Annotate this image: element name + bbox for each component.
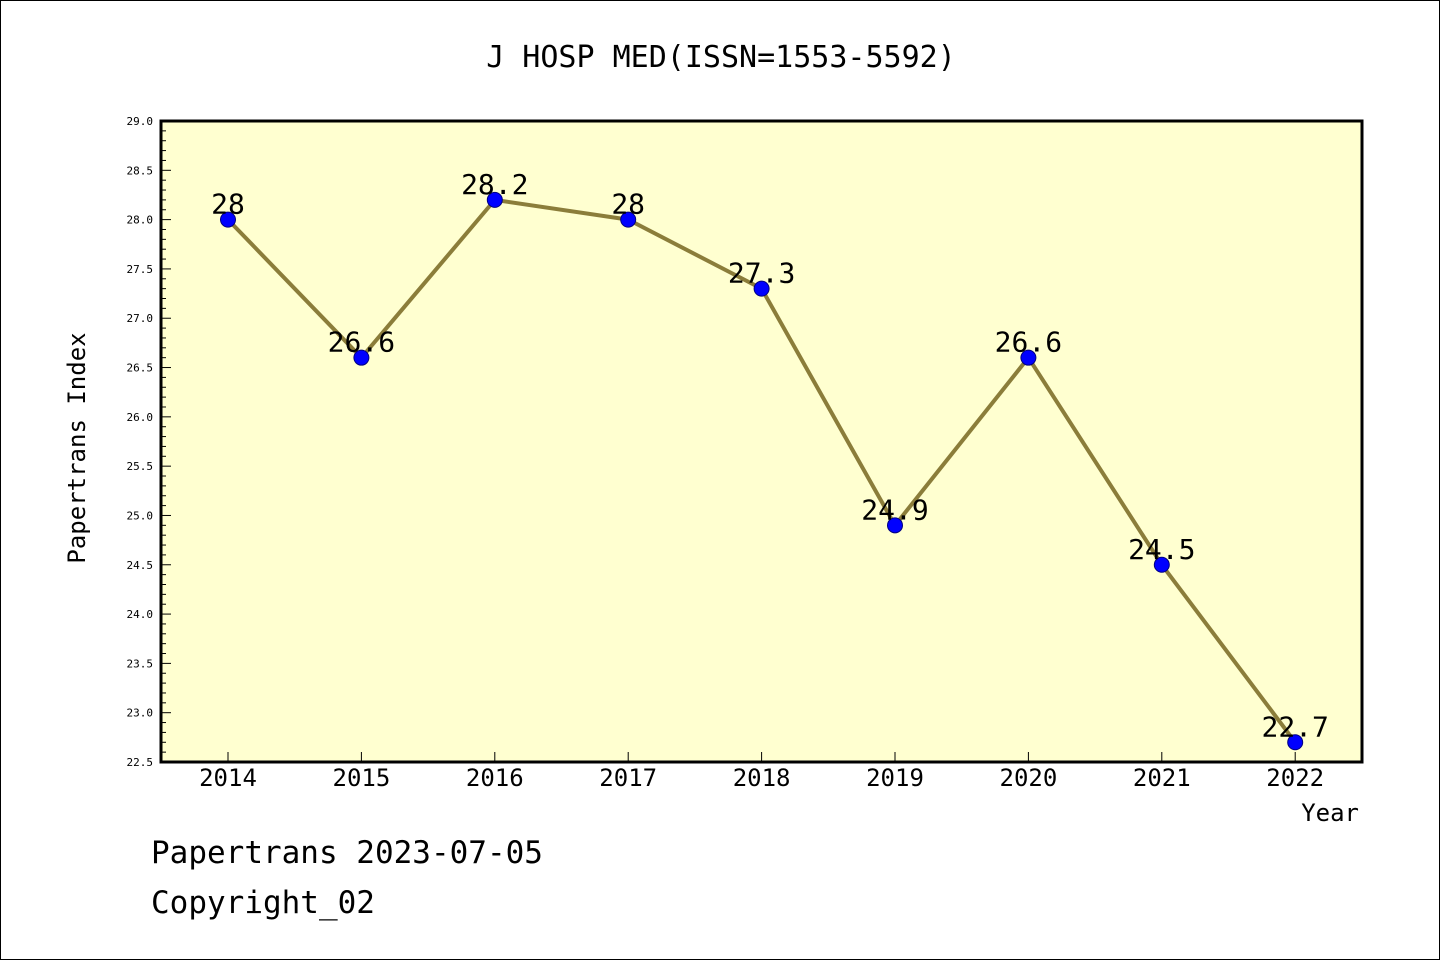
data-point: [887, 517, 903, 534]
y-tick-label: 24.5: [127, 559, 154, 572]
series-group: 28 26.6 28.2 28 27.3 24.9 26.6 24.5 22.7: [211, 168, 1329, 751]
y-tick-label: 26.5: [127, 362, 154, 375]
data-label: 28: [211, 188, 245, 221]
x-tick-label: 2016: [466, 764, 524, 792]
data-label: 26.6: [328, 326, 395, 359]
y-tick-label: 22.5: [127, 756, 154, 769]
y-tick-label: 26.0: [127, 411, 154, 424]
y-tick-label: 23.0: [127, 707, 154, 720]
y-tick-label: 25.0: [127, 509, 154, 522]
chart-title: J HOSP MED(ISSN=1553-5592): [486, 40, 956, 75]
data-point: [220, 211, 236, 228]
y-axis-label: Papertrans Index: [63, 332, 91, 563]
x-tick-label: 2020: [1000, 764, 1058, 792]
y-tick-label: 24.0: [127, 608, 154, 621]
data-label: 28: [611, 188, 645, 221]
data-label: 27.3: [728, 257, 795, 290]
x-tick-label: 2022: [1266, 764, 1324, 792]
y-axis: 22.5 23.0 23.5 24.0 24.5 25.0 25.5 26.0 26.5 27.0…: [127, 115, 171, 769]
y-tick-label: 25.5: [127, 460, 154, 473]
x-tick-label: 2017: [599, 764, 657, 792]
footer-date: Papertrans 2023-07-05: [151, 835, 543, 871]
y-tick-label: 27.5: [127, 263, 154, 276]
y-tick-label: 23.5: [127, 657, 154, 670]
data-label: 24.9: [861, 493, 928, 526]
x-tick-label: 2018: [733, 764, 791, 792]
y-tick-label: 27.0: [127, 312, 154, 325]
footer-copyright: Copyright_02: [151, 885, 375, 921]
data-label: 28.2: [461, 168, 528, 201]
data-label: 24.5: [1128, 533, 1195, 566]
data-point: [753, 280, 770, 297]
data-point: [353, 349, 370, 366]
x-tick-label: 2014: [199, 764, 257, 792]
data-point: [1020, 349, 1037, 366]
x-axis-label: Year: [1301, 799, 1359, 827]
x-tick-label: 2019: [866, 764, 924, 792]
y-tick-label: 28.5: [127, 164, 154, 177]
x-tick-label: 2015: [333, 764, 391, 792]
y-tick-label: 29.0: [127, 115, 154, 128]
data-point: [486, 191, 503, 208]
data-label: 26.6: [995, 326, 1062, 359]
data-point: [1287, 734, 1304, 751]
x-axis: 2014 2015 2016 2017 2018 2019 2020 2021 2022: [199, 752, 1324, 792]
data-point: [1153, 556, 1170, 573]
plot-area: [159, 119, 1364, 764]
data-point: [620, 211, 637, 228]
y-tick-label: 28.0: [127, 214, 154, 227]
x-tick-label: 2021: [1133, 764, 1191, 792]
data-label: 22.7: [1261, 710, 1328, 743]
